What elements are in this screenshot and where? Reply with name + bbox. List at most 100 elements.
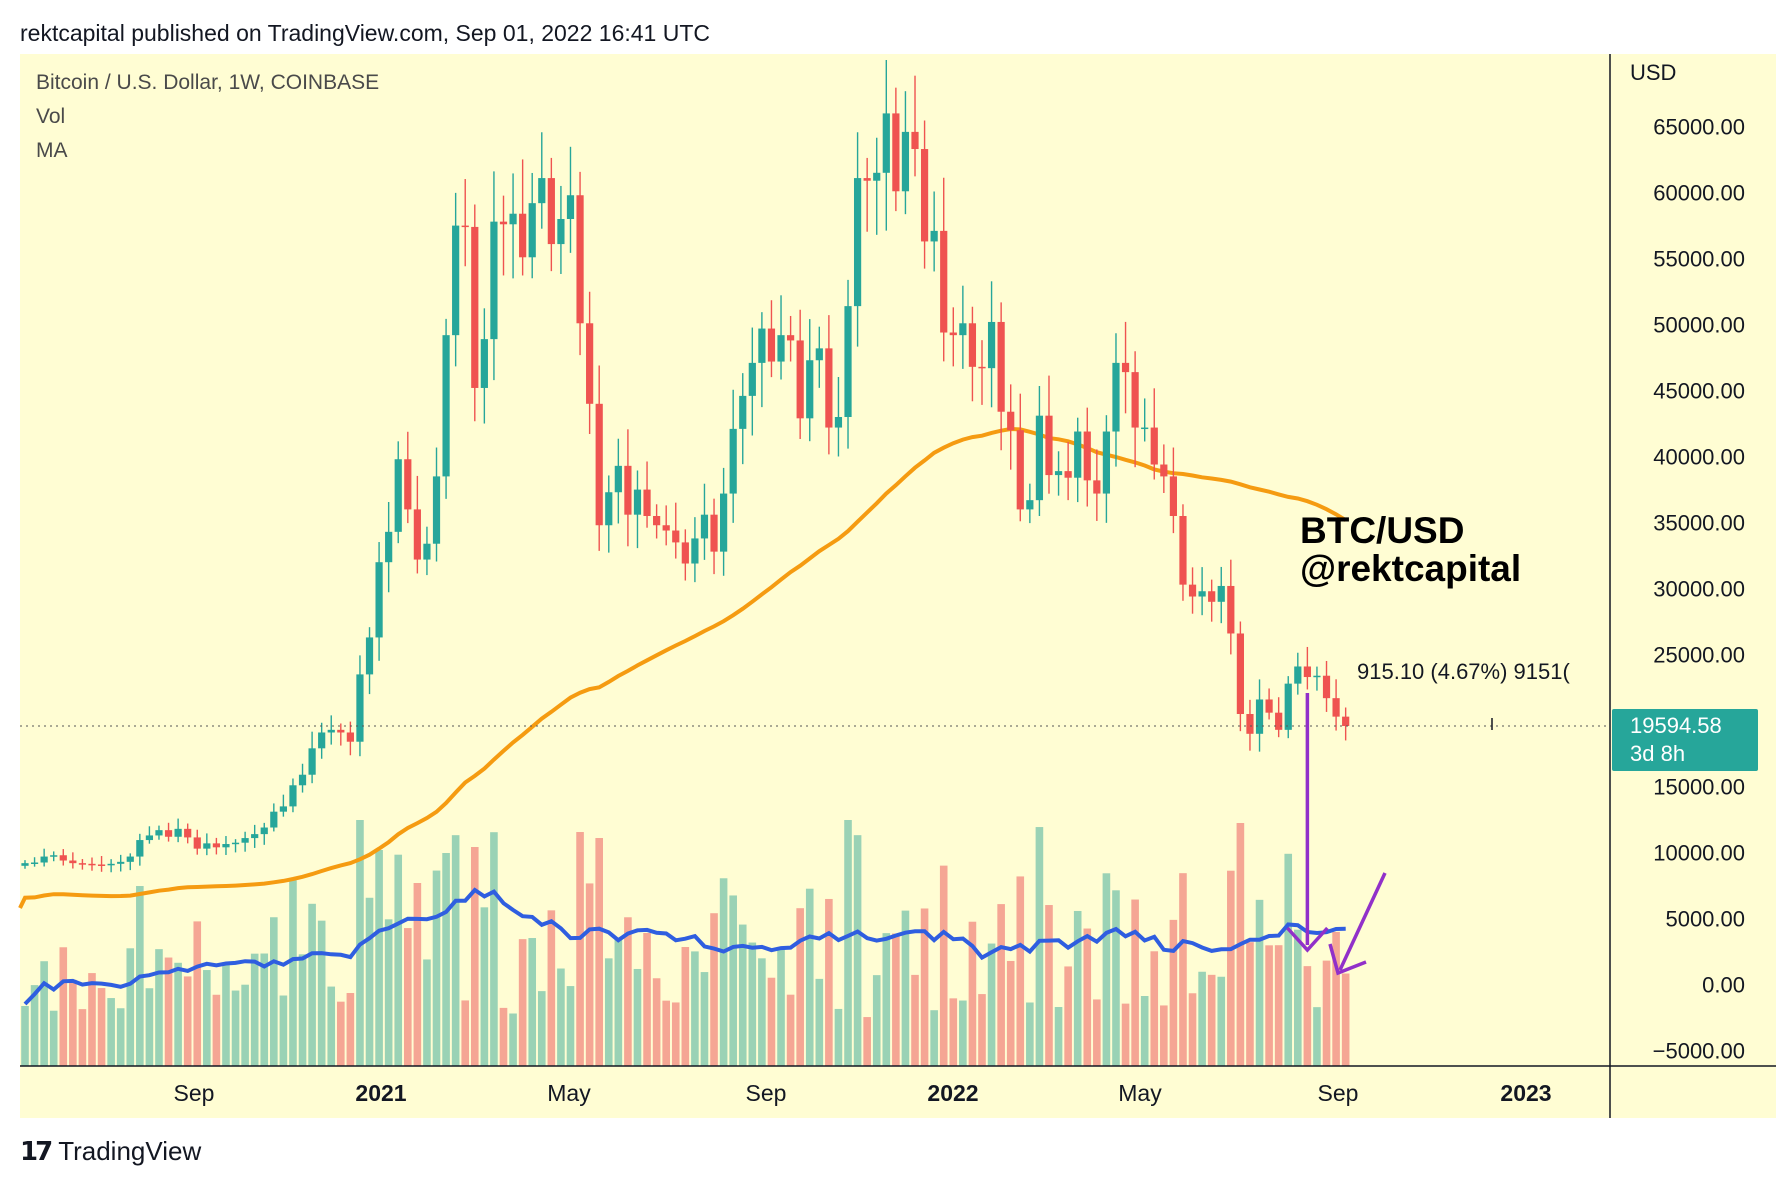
volume-bar xyxy=(691,951,699,1066)
candle-body xyxy=(212,843,220,848)
volume-bar xyxy=(834,1008,843,1066)
candle-body xyxy=(30,862,39,864)
price-tick-label: 30000.00 xyxy=(1653,577,1745,602)
volume-bar xyxy=(796,908,804,1066)
footer: 17 TradingView xyxy=(20,1136,201,1167)
volume-bar xyxy=(126,948,135,1066)
candle-body xyxy=(720,493,728,552)
volume-bar xyxy=(987,943,996,1066)
candle-body xyxy=(1313,675,1321,678)
legend-ma[interactable]: MA xyxy=(36,139,68,162)
candle-body xyxy=(174,828,182,837)
volume-bar xyxy=(624,917,632,1066)
volume-bar xyxy=(978,994,986,1066)
price-axis-background[interactable] xyxy=(1610,54,1776,1066)
candle-body xyxy=(691,538,699,564)
volume-bar xyxy=(1265,945,1273,1066)
candle-body xyxy=(1227,585,1235,634)
candle-body xyxy=(461,225,469,228)
candle-body xyxy=(605,492,613,526)
candle-body xyxy=(920,149,929,242)
candle-body xyxy=(97,864,106,866)
tradingview-logo-icon: 17 xyxy=(20,1136,53,1167)
volume-bar xyxy=(662,1000,670,1066)
volume-bar xyxy=(930,1010,938,1066)
volume-bar xyxy=(700,972,709,1066)
candle-body xyxy=(681,542,689,564)
candle-body xyxy=(576,195,584,324)
price-tick-label: 65000.00 xyxy=(1653,115,1745,140)
candle-body xyxy=(270,811,278,828)
volume-bar xyxy=(1150,951,1159,1066)
candle-body xyxy=(815,348,823,361)
volume-bar xyxy=(949,998,958,1066)
candle-body xyxy=(1179,516,1187,585)
volume-bar xyxy=(1045,905,1053,1066)
volume-bar xyxy=(413,883,422,1066)
candle-body xyxy=(557,219,565,245)
volume-bar xyxy=(844,820,852,1066)
candle-body xyxy=(21,863,29,866)
legend-vol[interactable]: Vol xyxy=(36,105,65,128)
volume-bar xyxy=(97,988,106,1066)
candle-body xyxy=(1265,699,1273,713)
candle-body xyxy=(547,178,555,245)
volume-bar xyxy=(49,1010,58,1066)
volume-bar xyxy=(681,947,690,1066)
candle-body xyxy=(643,489,651,516)
candle-body xyxy=(1255,699,1264,734)
candle-body xyxy=(930,230,938,242)
legend-symbol[interactable]: Bitcoin / U.S. Dollar, 1W, COINBASE xyxy=(36,71,379,94)
price-badge xyxy=(1612,709,1758,771)
candle-body xyxy=(136,840,144,857)
volume-bar xyxy=(40,961,48,1066)
candle-body xyxy=(787,335,795,341)
volume-bar xyxy=(576,832,584,1066)
candle-body xyxy=(949,332,957,336)
candle-body xyxy=(519,213,527,258)
volume-bar xyxy=(250,953,259,1066)
volume-bar xyxy=(1313,1007,1321,1066)
candle-body xyxy=(442,335,450,477)
volume-ma-line xyxy=(23,887,1346,1006)
volume-bar xyxy=(748,942,757,1066)
candle-body xyxy=(1121,362,1130,373)
volume-bar xyxy=(1332,931,1340,1066)
candle-body xyxy=(1083,431,1091,481)
volume-bar xyxy=(1294,929,1302,1066)
volume-bar xyxy=(499,1007,508,1066)
candle-body xyxy=(873,172,881,181)
volume-bar xyxy=(1169,919,1178,1066)
time-axis-ticks: Sep 2021 May Sep 2022 May Sep 2023 xyxy=(174,1080,1552,1106)
volume-bar xyxy=(633,968,642,1066)
volume-bar xyxy=(155,949,163,1066)
volume-bar xyxy=(1227,870,1235,1066)
candle-body xyxy=(298,774,307,786)
volume-bar xyxy=(1198,971,1206,1066)
price-tick-label: 15000.00 xyxy=(1653,775,1745,800)
volume-bar xyxy=(1246,942,1254,1066)
candle-body xyxy=(758,328,766,363)
volume-bar xyxy=(1284,853,1293,1066)
volume-bar xyxy=(231,990,240,1066)
time-axis-background[interactable] xyxy=(20,1066,1776,1118)
volume-bar xyxy=(404,928,412,1066)
candle-body xyxy=(1217,585,1225,602)
volume-bar xyxy=(375,850,383,1066)
candle-body xyxy=(499,221,508,225)
candle-body xyxy=(1007,411,1015,431)
candle-body xyxy=(834,417,843,428)
candle-body xyxy=(767,328,776,362)
volume-bar xyxy=(805,888,814,1066)
footer-brand: TradingView xyxy=(58,1136,202,1166)
candle-body xyxy=(1102,431,1111,494)
candle-body xyxy=(432,476,441,544)
candle-body xyxy=(356,674,364,742)
candle-body xyxy=(413,509,421,560)
candle-body xyxy=(452,225,460,336)
volume-bar xyxy=(1016,876,1025,1066)
volume-bar xyxy=(509,1013,517,1066)
volume-bar xyxy=(1274,945,1283,1066)
price-tick-label: 5000.00 xyxy=(1665,907,1745,932)
